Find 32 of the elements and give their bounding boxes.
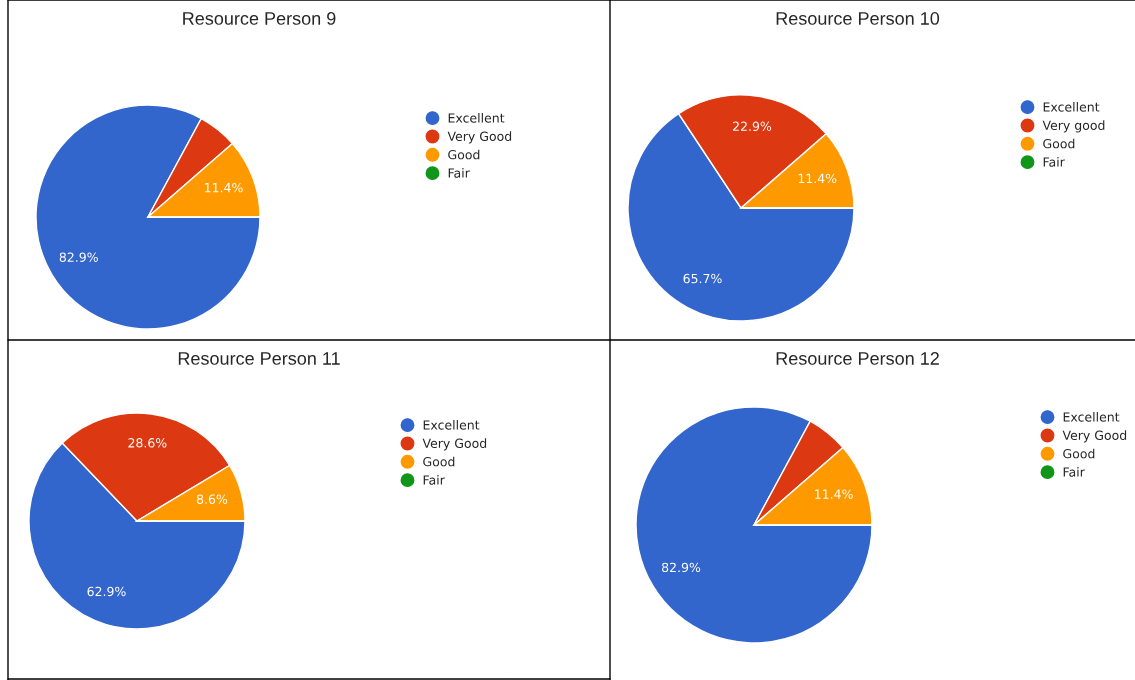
legend-label: Fair [423,475,445,485]
chart-title: Resource Person 11 [178,352,340,365]
chart-title: Resource Person 12 [776,352,939,365]
legend-label: Fair [1063,467,1085,477]
data-label: 11.4% [815,489,853,499]
legend-label: Good [1063,448,1095,459]
legend-label: Good [1043,138,1075,149]
data-label: 82.9% [662,562,701,573]
legend-label: Fair [1043,157,1065,167]
legend-label: Fair [448,168,470,178]
data-label: 8.6% [196,494,228,504]
legend-label: Very Good [422,438,487,451]
data-label: 22.9% [733,121,772,132]
pie-slice [635,406,873,644]
data-label: 11.4% [798,173,837,184]
legend-label: Excellent [423,420,480,430]
legend-label: Very Good [447,131,512,144]
pie-slice [35,104,261,330]
legend-label: Excellent [448,113,505,123]
legend-label: Very good [1042,120,1105,133]
legend-label: Good [423,456,455,467]
data-label: 82.9% [59,252,98,262]
data-label: 62.9% [87,586,126,597]
legend-label: Excellent [1043,102,1100,112]
data-label: 28.6% [128,438,167,448]
chart-title: Resource Person 10 [776,12,940,25]
data-label: 65.7% [683,273,722,284]
legend-label: Excellent [1063,412,1120,422]
chart-title: Resource Person 9 [183,12,336,25]
legend-label: Very Good [1062,430,1127,443]
data-label: 11.4% [205,182,243,193]
legend-label: Good [448,149,480,160]
